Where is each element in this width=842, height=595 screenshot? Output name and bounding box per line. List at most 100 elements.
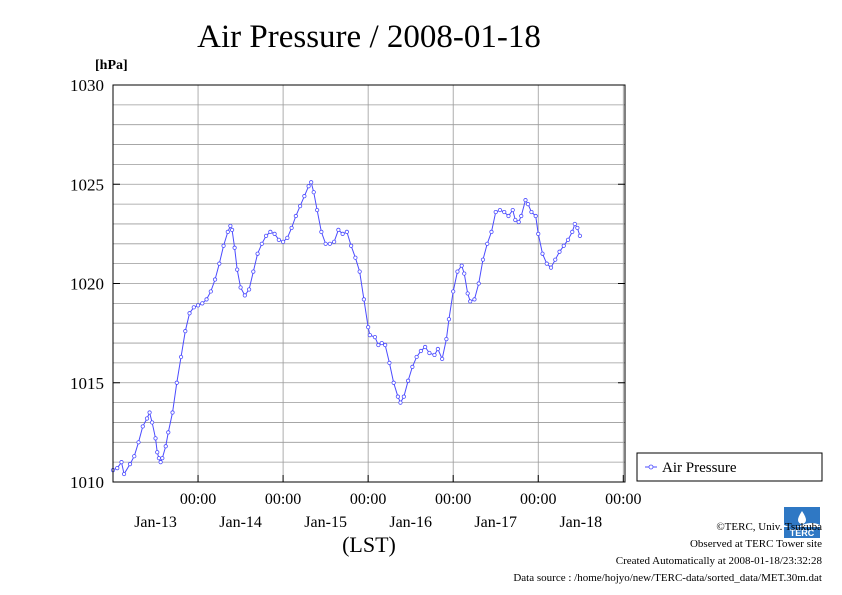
- data-point: [423, 344, 428, 350]
- data-point: [344, 229, 349, 234]
- data-point: [506, 213, 511, 219]
- x-date-label: Jan-13: [134, 514, 177, 531]
- data-point: [302, 194, 307, 199]
- data-point: [336, 227, 341, 233]
- data-point: [367, 333, 372, 338]
- data-point: [523, 198, 528, 203]
- data-point: [379, 340, 384, 346]
- data-point: [427, 350, 432, 356]
- x-axis-title: (LST): [342, 532, 396, 557]
- data-point: [163, 444, 168, 449]
- data-point: [208, 289, 213, 294]
- data-point: [235, 267, 240, 272]
- data-point: [493, 209, 498, 215]
- data-point: [187, 311, 192, 316]
- data-point: [115, 466, 120, 471]
- data-point: [383, 342, 388, 348]
- data-point: [228, 223, 233, 229]
- data-point: [268, 229, 273, 234]
- data-point: [221, 243, 226, 248]
- x-date-label: Jan-16: [389, 514, 432, 531]
- data-point: [242, 293, 247, 298]
- logo-base: [784, 527, 820, 538]
- data-point: [200, 301, 205, 306]
- copyright-text: ©TERC, Univ. Tsukuba: [716, 521, 822, 533]
- data-point: [121, 471, 127, 477]
- terc-logo: TERC: [782, 503, 822, 539]
- y-tick-label: 1015: [70, 374, 104, 393]
- x-tick-time-label: 00:00: [180, 491, 216, 508]
- y-tick-label: 1025: [70, 175, 104, 194]
- data-point: [510, 207, 515, 213]
- data-point: [251, 269, 256, 274]
- chart-title: Air Pressure / 2008-01-18: [197, 19, 541, 55]
- x-tick-time-label: 00:00: [435, 491, 471, 508]
- y-tick-label: 1030: [70, 76, 104, 95]
- data-point: [572, 221, 577, 227]
- data-point: [451, 289, 456, 294]
- created-text: Created Automatically at 2008-01-18/23:3…: [615, 555, 822, 567]
- data-point: [309, 180, 314, 185]
- data-point: [446, 317, 452, 322]
- data-point: [332, 239, 337, 244]
- x-date-label: Jan-14: [219, 514, 262, 531]
- data-point: [577, 233, 583, 238]
- data-point: [414, 354, 419, 360]
- data-point: [497, 207, 503, 213]
- series-air-pressure: [110, 180, 583, 477]
- data-point: [565, 237, 571, 242]
- data-point: [298, 203, 303, 209]
- data-point: [166, 430, 171, 435]
- series-line: [112, 181, 581, 476]
- data-point: [353, 255, 358, 260]
- data-point: [323, 241, 328, 246]
- data-point: [519, 213, 524, 219]
- data-point: [455, 269, 460, 274]
- data-point: [144, 416, 150, 421]
- data-point: [132, 454, 137, 459]
- data-point: [561, 243, 566, 248]
- data-source-text: Data source : /home/hojyo/new/TERC-data/…: [513, 572, 822, 584]
- y-tick-label: 1010: [70, 473, 104, 492]
- data-point: [217, 261, 222, 266]
- data-point: [435, 346, 440, 352]
- data-point: [489, 229, 494, 234]
- data-point: [459, 263, 464, 268]
- observed-text: Observed at TERC Tower site: [689, 538, 822, 550]
- data-point: [349, 243, 354, 248]
- data-point: [174, 380, 179, 385]
- data-point: [150, 420, 155, 425]
- y-tick-label: 1020: [70, 275, 104, 294]
- data-point: [444, 336, 449, 342]
- data-point: [570, 229, 575, 234]
- data-point: [212, 277, 218, 282]
- data-point: [263, 233, 269, 238]
- data-point: [485, 241, 490, 246]
- data-point: [276, 237, 281, 242]
- data-point: [306, 184, 311, 189]
- data-point: [462, 271, 467, 276]
- data-point: [183, 329, 188, 334]
- data-point: [280, 239, 286, 244]
- data-point: [289, 225, 294, 231]
- data-point: [170, 410, 175, 415]
- x-tick-time-label: 00:00: [520, 491, 556, 508]
- data-point: [536, 231, 541, 236]
- data-point: [398, 400, 403, 405]
- data-point: [366, 325, 371, 330]
- legend-box: [636, 452, 823, 482]
- plot-frame: [112, 84, 626, 483]
- data-point: [232, 245, 237, 250]
- data-point: [502, 209, 507, 215]
- y-axis-ticks: 1010 1015 1020 1025 1030: [70, 76, 625, 492]
- data-point: [395, 394, 401, 399]
- data-point: [476, 281, 481, 286]
- data-point: [285, 235, 290, 240]
- data-point: [195, 303, 201, 308]
- x-axis-ticks: 00:00Jan-1300:00Jan-1400:00Jan-1500:00Ja…: [134, 475, 642, 531]
- data-point: [327, 241, 332, 246]
- data-point: [401, 394, 406, 399]
- data-point: [293, 213, 298, 219]
- data-point: [156, 456, 162, 461]
